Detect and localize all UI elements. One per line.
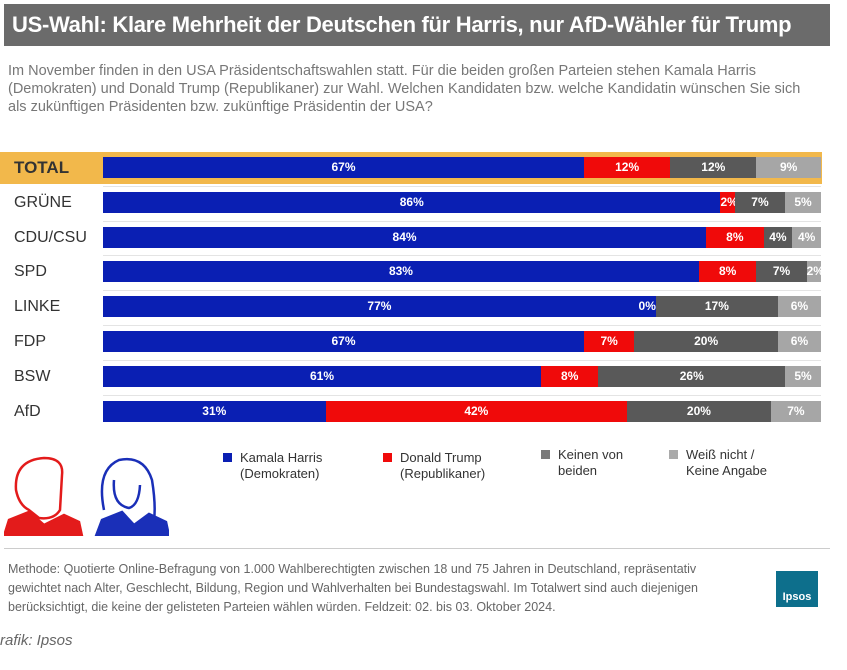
legend-label: Keine Angabe <box>686 463 767 478</box>
bar-segment: 84% <box>103 226 707 248</box>
bar-segment: 86% <box>103 191 721 213</box>
legend-label: (Demokraten) <box>240 466 320 481</box>
legend-dontknow: Weiß nicht / Keine Angabe <box>669 447 767 479</box>
bar-segment: 6% <box>777 296 821 318</box>
bar-segment: 17% <box>655 296 778 318</box>
bar-segment: 31% <box>103 400 326 422</box>
category-label: CDU/CSU <box>14 228 87 246</box>
legend-swatch <box>669 450 678 459</box>
category-label: TOTAL <box>14 158 70 177</box>
category-label: SPD <box>14 263 47 281</box>
bar-segment: 7% <box>756 261 807 283</box>
bar-segment: 77% <box>103 296 656 318</box>
intro-text: Im November finden in den USA Präsidents… <box>8 63 801 115</box>
bar-segment: 12% <box>670 157 757 178</box>
category-label: LINKE <box>14 298 61 316</box>
legend-harris: Kamala Harris (Demokraten) <box>223 450 323 482</box>
bar-segment: 61% <box>103 365 541 387</box>
legend-label: Donald Trump <box>400 450 482 465</box>
legend-label: (Republikaner) <box>400 466 486 481</box>
candidate-illustrations <box>4 456 169 536</box>
bar-segment: 6% <box>777 331 821 352</box>
bar-segment: 5% <box>785 365 821 387</box>
trump-illustration <box>4 456 84 536</box>
bar-segment: 8% <box>698 261 757 283</box>
legend-swatch <box>223 453 232 462</box>
bar-segment: 67% <box>103 157 585 178</box>
row-separator <box>103 220 821 222</box>
row-separator <box>103 185 821 187</box>
bar-segment: 67% <box>103 331 585 352</box>
bar-segment: 2% <box>806 261 824 283</box>
methodology-note: Methode: Quotierte Online-Befragung von … <box>8 562 699 614</box>
legend-label: beiden <box>558 463 598 478</box>
bar-segment: 2% <box>720 191 738 213</box>
bar-segment: 83% <box>103 261 699 283</box>
bar-segment: 7% <box>734 191 786 213</box>
legend-none: Keinen von beiden <box>541 447 624 479</box>
legend-trump: Donald Trump (Republikaner) <box>383 450 486 482</box>
bar-segment: 5% <box>785 191 821 213</box>
bar-segment: 8% <box>540 365 599 387</box>
row-separator <box>103 325 821 326</box>
category-label: FDP <box>14 333 46 350</box>
row-separator <box>103 359 821 361</box>
bar-segment: 7% <box>584 331 635 352</box>
bar-segment: 42% <box>325 400 628 422</box>
bar-segment: 7% <box>770 400 821 422</box>
bar-segment: 20% <box>627 400 771 422</box>
chart-title: US-Wahl: Klare Mehrheit der Deutschen fü… <box>4 4 830 46</box>
legend-label: Kamala Harris <box>240 450 323 465</box>
image-credit: rafik: Ipsos <box>0 632 73 649</box>
bar-segment: 8% <box>706 226 764 248</box>
ipsos-logo: Ipsos <box>776 571 818 607</box>
bar-segment: 9% <box>756 157 821 178</box>
legend-swatch <box>541 450 550 459</box>
legend-swatch <box>383 453 392 462</box>
bar-segment: 20% <box>634 331 778 352</box>
bar-segment: 4% <box>792 226 821 248</box>
bar-segment: 4% <box>763 226 793 248</box>
row-separator <box>103 255 821 257</box>
legend-label: Weiß nicht / <box>686 447 755 462</box>
footer-divider <box>4 548 830 549</box>
legend-label: Keinen von <box>558 447 624 462</box>
category-label: GRÜNE <box>14 193 72 211</box>
bar-segment: 12% <box>584 157 671 178</box>
harris-illustration <box>94 457 169 536</box>
category-label: AfD <box>14 402 41 420</box>
row-separator <box>103 290 821 292</box>
row-separator <box>103 394 821 396</box>
bar-segment: 26% <box>598 365 786 387</box>
category-label: BSW <box>14 367 51 385</box>
